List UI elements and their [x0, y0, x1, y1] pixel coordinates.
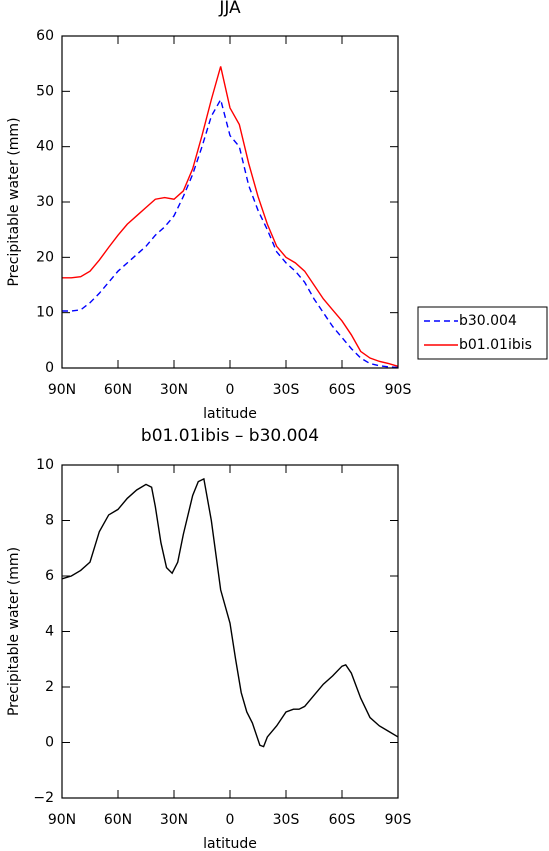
data-line — [62, 66, 399, 368]
plot-frame — [61, 464, 399, 799]
x-tick-label: 90S — [385, 812, 412, 828]
chart-title: JJA — [218, 0, 241, 18]
y-axis-label: Precipitable water (mm) — [6, 547, 22, 716]
data-line — [61, 477, 399, 748]
y-tick-label: −2 — [33, 790, 54, 806]
x-axis-label: latitude — [203, 406, 257, 422]
x-tick-label: 90N — [48, 382, 76, 398]
x-tick-label: 90N — [48, 812, 76, 828]
y-tick-label: 10 — [36, 305, 54, 321]
y-tick-label: 60 — [36, 28, 54, 44]
y-tick-label: 50 — [36, 83, 54, 99]
plot-frame — [61, 35, 399, 369]
x-tick-label: 60S — [329, 812, 356, 828]
x-tick-label: 60N — [104, 812, 132, 828]
legend-box — [417, 306, 548, 360]
y-tick-label: 4 — [45, 624, 54, 640]
x-axis-label: latitude — [203, 836, 257, 851]
y-tick-label: 0 — [45, 735, 54, 751]
y-tick-label: 20 — [36, 249, 54, 265]
x-tick-label: 0 — [226, 812, 235, 828]
x-tick-label: 60N — [104, 382, 132, 398]
x-tick-label: 60S — [329, 382, 356, 398]
y-axis-label: Precipitable water (mm) — [6, 117, 22, 286]
x-tick-label: 30S — [273, 812, 300, 828]
x-tick-label: 0 — [226, 382, 235, 398]
y-tick-label: 6 — [45, 568, 54, 584]
chart-title: b01.01ibis – b30.004 — [141, 426, 319, 446]
x-tick-label: 90S — [385, 382, 412, 398]
y-tick-label: 40 — [36, 139, 54, 155]
legend-label: b01.01ibis — [459, 337, 532, 353]
y-tick-label: 0 — [45, 360, 54, 376]
x-tick-label: 30N — [160, 812, 188, 828]
x-tick-label: 30N — [160, 382, 188, 398]
y-tick-label: 10 — [36, 457, 54, 473]
legend-label: b30.004 — [459, 313, 517, 329]
x-tick-label: 30S — [273, 382, 300, 398]
data-line — [62, 97, 399, 369]
y-tick-label: 30 — [36, 194, 54, 210]
y-tick-label: 2 — [45, 679, 54, 695]
y-tick-label: 8 — [45, 513, 54, 529]
